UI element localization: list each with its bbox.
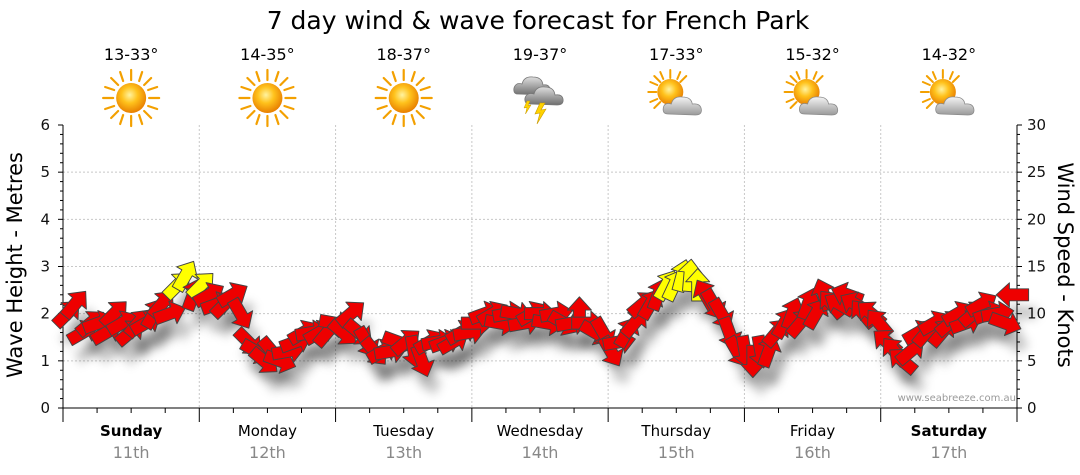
credit-text: www.seabreeze.com.au <box>898 393 1016 404</box>
y2-tick-label: 20 <box>1027 210 1046 228</box>
day-headers: 13-33° 14-35° 18-37° 19-37° 17-33° 15-32° 14-3… <box>102 45 977 128</box>
day-name: Wednesday <box>497 422 584 440</box>
y-tick-label: 3 <box>40 258 50 276</box>
wind-arrow <box>152 300 186 326</box>
partly-cloudy-icon <box>919 69 975 116</box>
y-tick-label: 1 <box>40 352 50 370</box>
wind-arrow <box>215 282 248 309</box>
wind-arrow <box>59 290 87 321</box>
y-tick-label: 0 <box>40 399 50 417</box>
day-date: 16th <box>794 443 831 462</box>
wind-arrows <box>51 258 1037 396</box>
day-name: Friday <box>790 422 836 440</box>
y-tick-label: 6 <box>40 116 50 134</box>
partly-cloudy-icon <box>647 69 703 116</box>
y2-tick-label: 15 <box>1027 258 1046 276</box>
wind-arrow <box>987 311 1022 337</box>
sunny-icon <box>238 68 297 128</box>
sunny-icon <box>102 68 161 128</box>
day-date: 13th <box>385 443 422 462</box>
temperature-range: 15-32° <box>785 45 840 64</box>
y2-tick-label: 0 <box>1027 399 1037 417</box>
y-tick-label: 4 <box>40 210 50 228</box>
day-name: Saturday <box>911 422 988 440</box>
day-labels: Sunday 11th Monday 12th Tuesday 13th Wednesday… <box>100 422 987 462</box>
y-tick-label: 2 <box>40 305 50 323</box>
y-axis-label: Wave Height - Metres <box>3 152 27 378</box>
day-name: Monday <box>238 422 297 440</box>
y2-axis-label: Wind Speed - Knots <box>1053 162 1077 367</box>
temperature-range: 19-37° <box>513 45 568 64</box>
wind-arrow <box>226 296 254 329</box>
temperature-range: 17-33° <box>649 45 704 64</box>
y2-tick-label: 25 <box>1027 163 1046 181</box>
wind-arrow <box>995 282 1030 308</box>
wind-arrow <box>171 260 198 293</box>
wind-arrow-shadow <box>160 319 194 343</box>
wind-arrow <box>410 343 435 378</box>
y2-tick-label: 5 <box>1027 352 1037 370</box>
temperature-range: 13-33° <box>104 45 159 64</box>
left-axis-ticks: 0 1 2 3 4 5 6 <box>40 116 63 417</box>
day-date: 11th <box>113 443 150 462</box>
temperature-range: 18-37° <box>376 45 431 64</box>
storm-icon <box>513 76 564 125</box>
wind-arrow-shadow <box>902 357 932 385</box>
partly-cloudy-icon <box>783 69 839 116</box>
day-name: Tuesday <box>372 422 434 440</box>
y2-tick-label: 30 <box>1027 116 1046 134</box>
day-date: 12th <box>249 443 286 462</box>
grid-lines <box>63 125 1017 408</box>
chart-title: 7 day wind & wave forecast for French Pa… <box>267 6 810 35</box>
y-tick-label: 5 <box>40 163 50 181</box>
day-date: 14th <box>522 443 559 462</box>
day-date: 17th <box>930 443 967 462</box>
day-date: 15th <box>658 443 695 462</box>
sunny-icon <box>374 68 433 128</box>
day-name: Sunday <box>100 422 163 440</box>
temperature-range: 14-32° <box>922 45 977 64</box>
day-name: Thursday <box>640 422 711 440</box>
temperature-range: 14-35° <box>240 45 295 64</box>
wind-arrow-shadow <box>627 328 655 357</box>
